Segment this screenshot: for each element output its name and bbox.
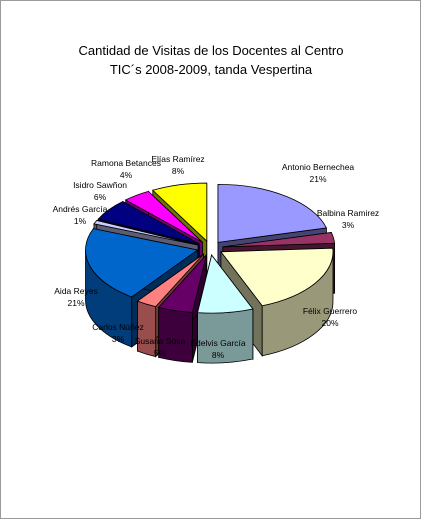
slice-label-name: Andrés García — [53, 204, 108, 214]
slice-label-percent: 21% — [67, 298, 84, 308]
pie-labels: Antonio Bernechea 21% Balbina Ramirez 3% Fél… — [53, 154, 380, 360]
slice-label-percent: 1% — [74, 216, 87, 226]
chart-title-block: Cantidad de Visitas de los Docentes al C… — [41, 41, 381, 79]
pie-slice-3 — [197, 253, 254, 364]
chart-title: Cantidad de Visitas de los Docentes al C… — [78, 43, 344, 58]
slice-label-name: Isidro Sawñon — [73, 180, 127, 190]
slice-label-name: Félix Guerrero — [303, 306, 358, 316]
slice-label-percent: 8% — [212, 350, 225, 360]
slice-label-name: Ramona Betances — [91, 158, 161, 168]
slice-label-name: Balbina Ramirez — [317, 208, 379, 218]
slice-label-name: Edelvis García — [190, 338, 246, 348]
slice-label-percent: 5% — [154, 348, 167, 358]
chart-subtitle: TIC´s 2008-2009, tanda Vespertina — [109, 62, 313, 77]
slice-label-percent: 4% — [120, 170, 133, 180]
slice-label-percent: 21% — [309, 174, 326, 184]
slice-label-name: Elías Ramírez — [151, 154, 204, 164]
slice-label-percent: 8% — [172, 166, 185, 176]
slice-label-percent: 20% — [321, 318, 338, 328]
slice-label-name: Aida Reyes — [54, 286, 97, 296]
slice-label-name: Antonio Bernechea — [282, 162, 355, 172]
slice-label-percent: 6% — [94, 192, 107, 202]
slice-label-name: Carlos Núñez — [92, 322, 144, 332]
slice-label-percent: 3% — [112, 334, 125, 344]
pie-slices — [85, 182, 336, 364]
slice-label-name: Susana Sosa — [135, 336, 186, 346]
slice-label-percent: 3% — [342, 220, 355, 230]
